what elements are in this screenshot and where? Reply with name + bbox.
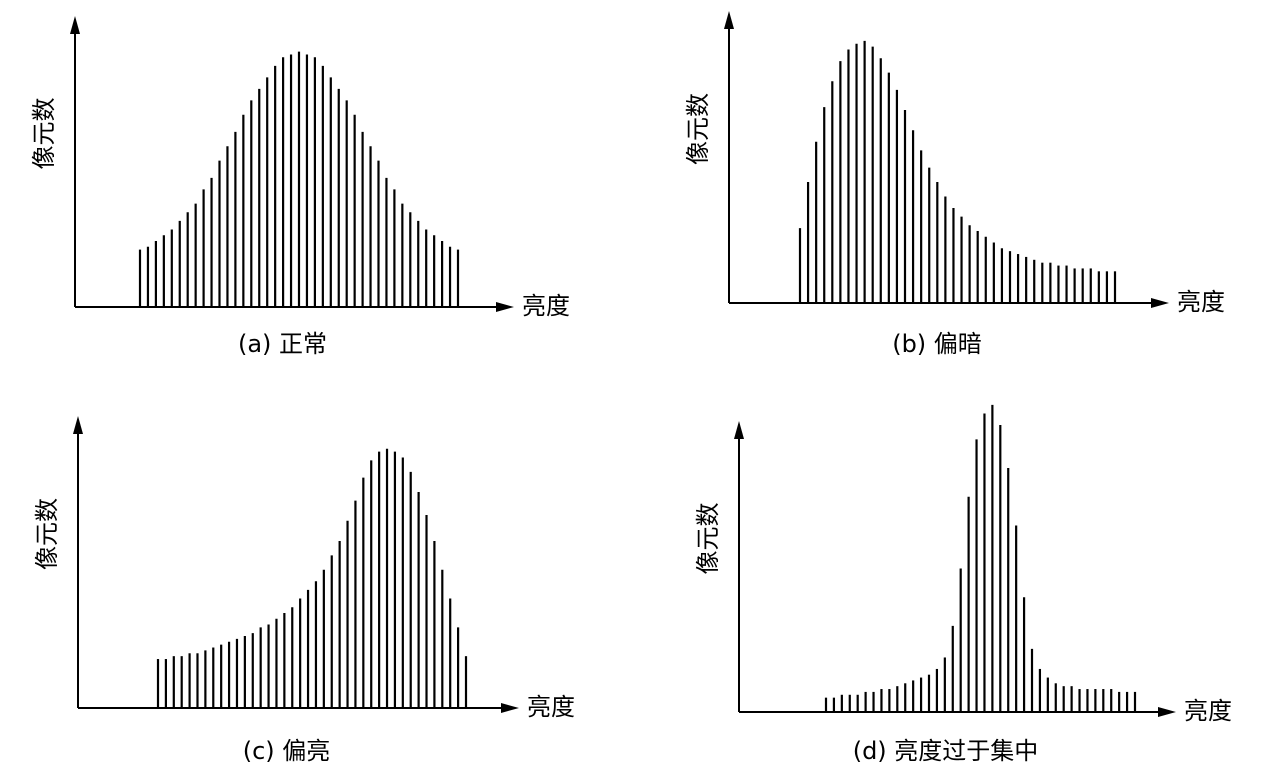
y-axis-label: 像元数 xyxy=(30,98,58,170)
x-axis-label: 亮度 xyxy=(527,693,575,721)
x-axis-label: 亮度 xyxy=(522,292,570,320)
y-axis-label: 像元数 xyxy=(33,498,61,570)
caption: (b) 偏暗 xyxy=(892,330,982,358)
caption: (c) 偏亮 xyxy=(243,737,331,765)
x-axis-label: 亮度 xyxy=(1184,697,1232,725)
x-axis-arrow xyxy=(1158,707,1176,717)
x-axis-label: 亮度 xyxy=(1177,288,1225,316)
caption: (d) 亮度过于集中 xyxy=(853,737,1039,765)
y-axis-arrow xyxy=(73,416,83,434)
y-axis-arrow xyxy=(70,16,80,34)
x-axis-arrow xyxy=(496,302,514,312)
y-axis-arrow xyxy=(724,11,734,29)
y-axis-label: 像元数 xyxy=(694,503,722,575)
x-axis-arrow xyxy=(501,703,519,713)
x-axis-arrow xyxy=(1151,298,1169,308)
y-axis-label: 像元数 xyxy=(684,93,712,165)
y-axis-arrow xyxy=(734,421,744,439)
caption: (a) 正常 xyxy=(238,330,327,358)
